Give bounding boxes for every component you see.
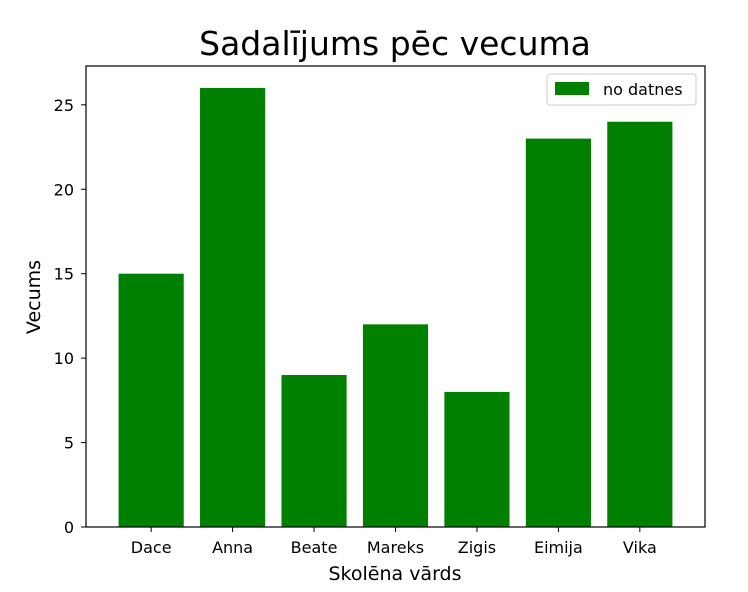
plot-area-frame (85, 65, 706, 528)
legend: no datnes (546, 73, 697, 106)
chart-title: Sadalījums pēc vecuma (199, 24, 591, 63)
legend-swatch (555, 82, 589, 95)
legend-label: no datnes (603, 80, 683, 99)
y-tick-label: 10 (54, 349, 74, 368)
x-tick-label: Beate (291, 538, 338, 557)
y-tick-label: 5 (64, 434, 74, 453)
y-axis-label: Vecums (23, 260, 45, 334)
bar-zigis (444, 391, 510, 527)
bar-beate (281, 375, 347, 527)
bar-eimija (525, 138, 591, 528)
bar-dace (118, 273, 184, 527)
bars-layer (118, 87, 673, 528)
y-tick-label: 25 (54, 96, 74, 115)
legend-box (546, 73, 697, 106)
x-tick-label: Eimija (534, 538, 583, 557)
x-tick-label: Anna (212, 538, 253, 557)
x-tick-label: Dace (131, 538, 172, 557)
x-tick-label: Vika (623, 538, 657, 557)
bar-anna (200, 87, 266, 527)
x-axis-ticks: Dace Anna Beate Mareks Zigis Eimija Vika (131, 527, 657, 557)
x-tick-label: Zigis (458, 538, 496, 557)
y-tick-label: 0 (64, 518, 74, 537)
x-tick-label: Mareks (367, 538, 424, 557)
x-axis-label: Skolēna vārds (328, 563, 461, 585)
y-tick-label: 20 (54, 180, 74, 199)
y-axis-ticks: 0 5 10 15 20 25 (54, 96, 86, 537)
bar-mareks (362, 324, 429, 527)
bar-vika (607, 121, 673, 527)
y-tick-label: 15 (54, 265, 74, 284)
